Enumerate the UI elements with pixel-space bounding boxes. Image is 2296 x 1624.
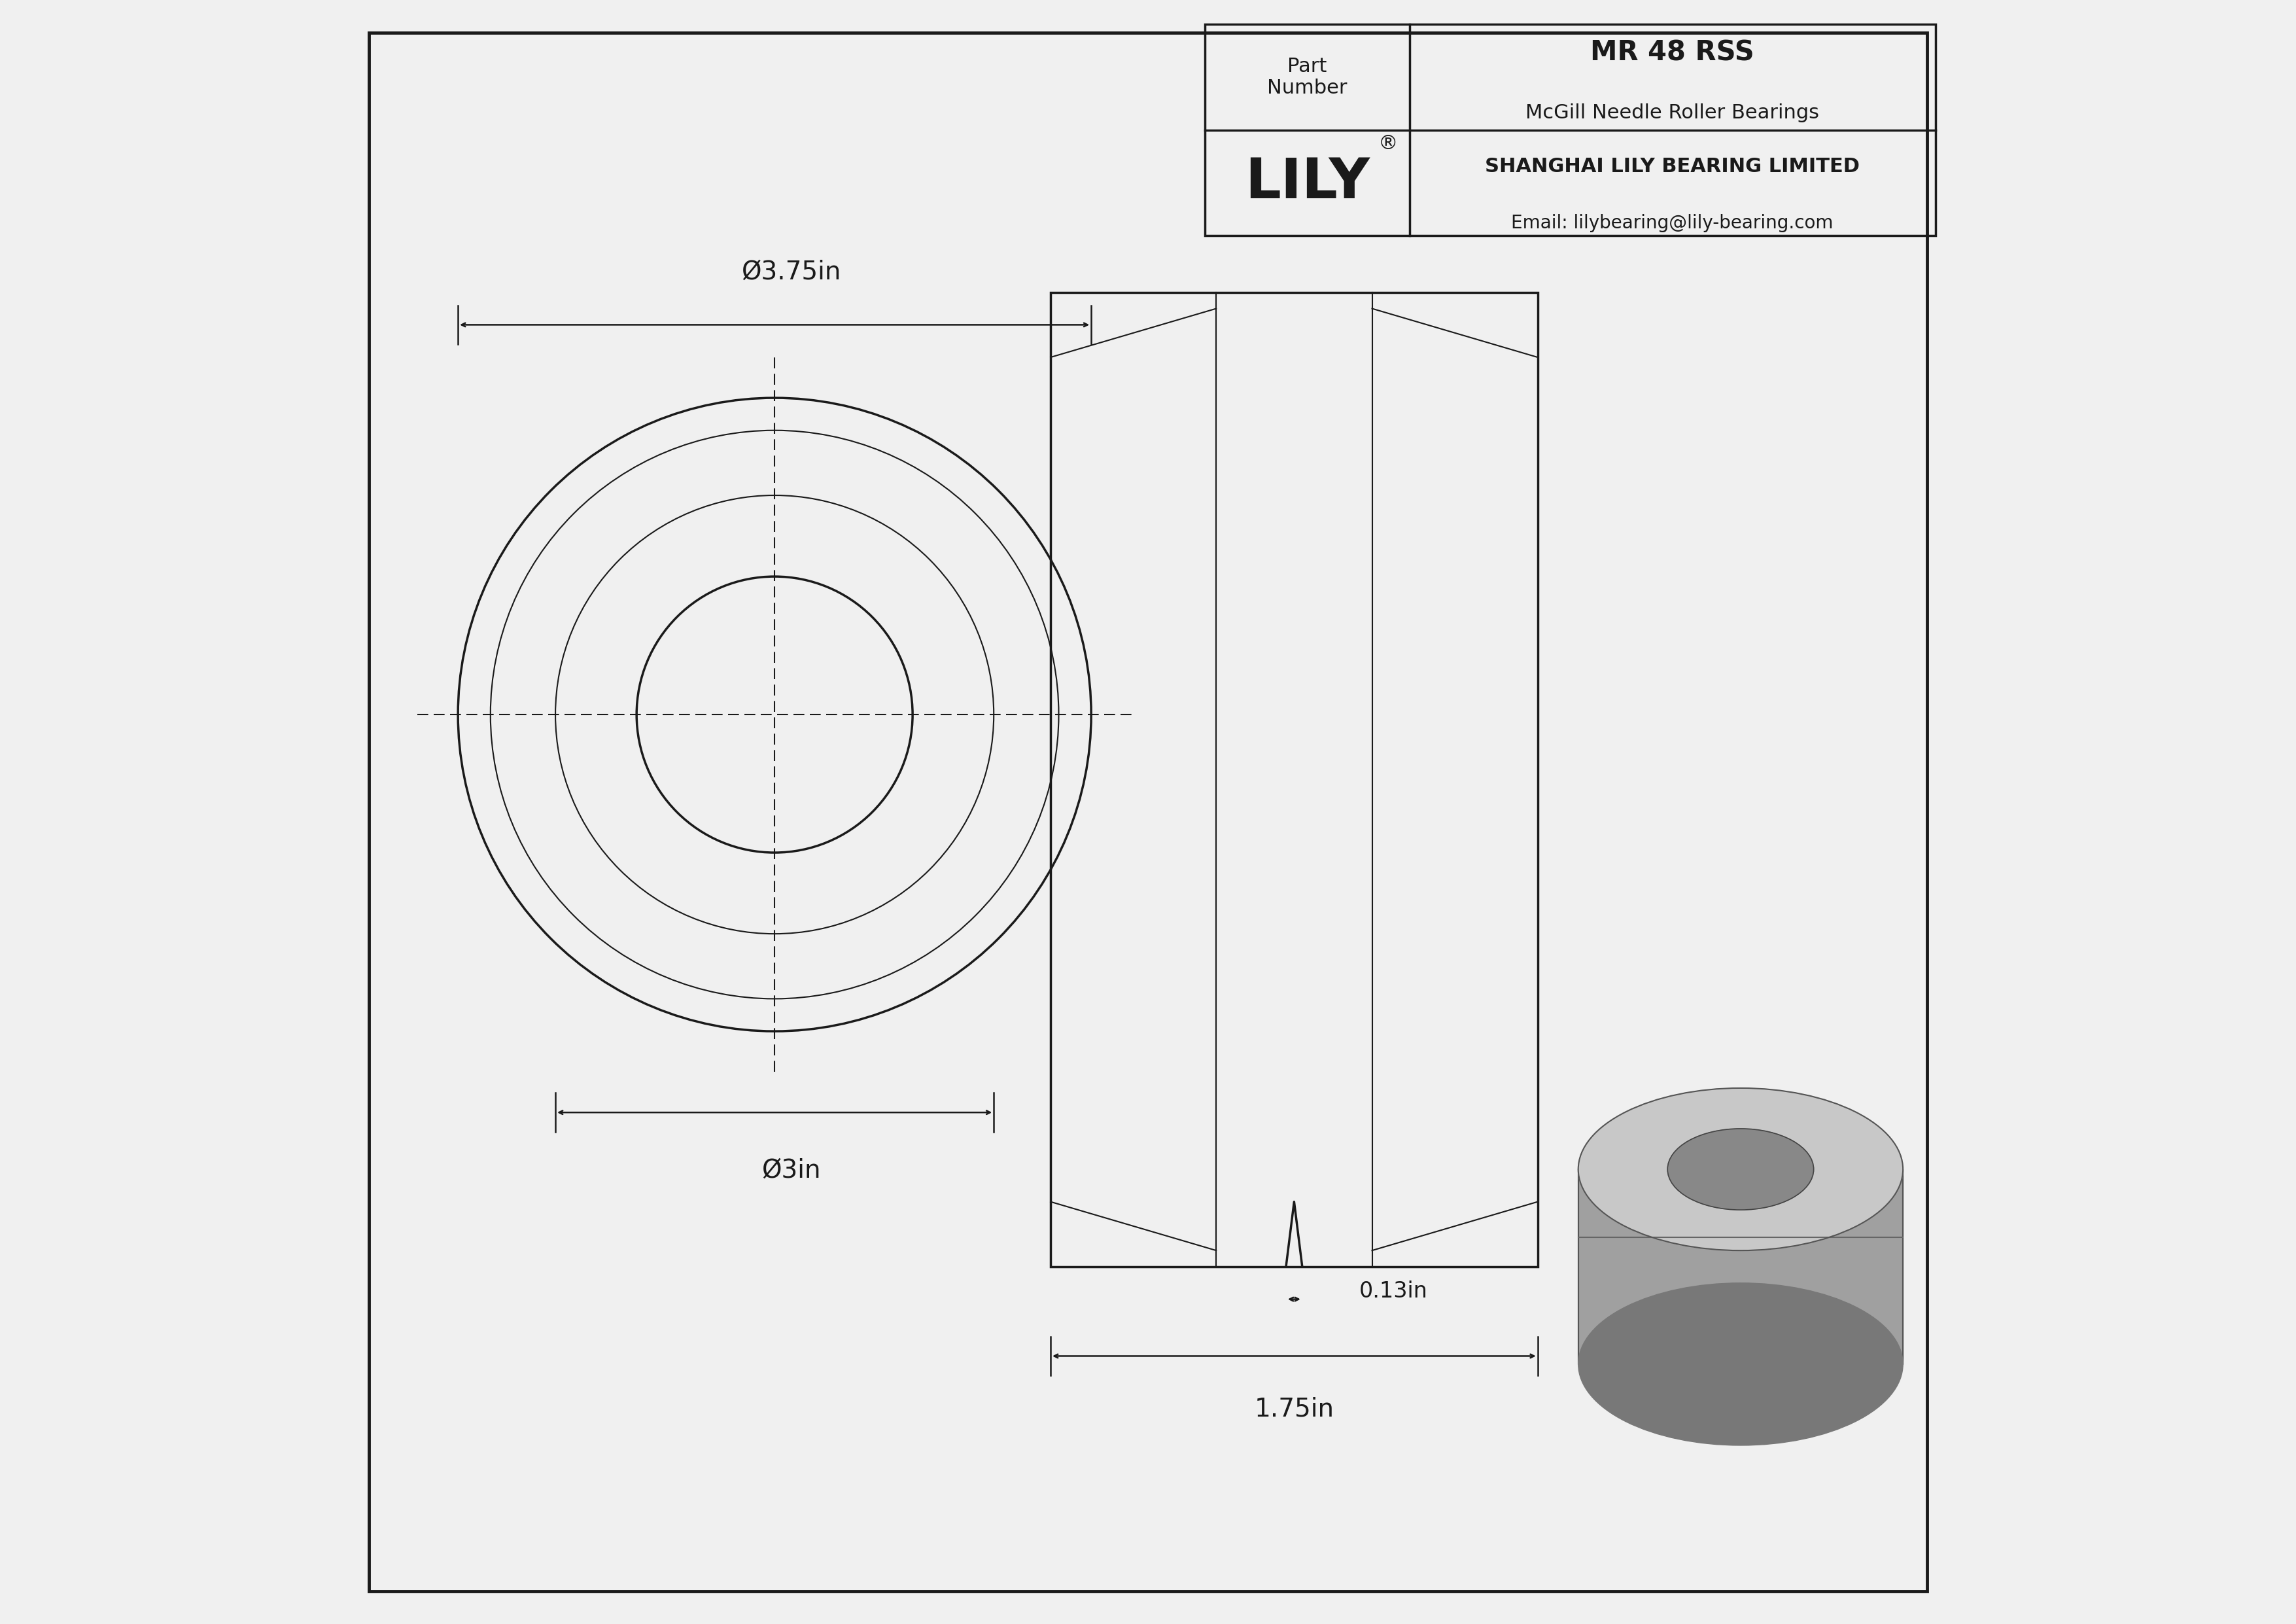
Text: McGill Needle Roller Bearings: McGill Needle Roller Bearings	[1525, 104, 1818, 122]
Text: SHANGHAI LILY BEARING LIMITED: SHANGHAI LILY BEARING LIMITED	[1486, 158, 1860, 175]
Ellipse shape	[1667, 1129, 1814, 1210]
Ellipse shape	[1577, 1088, 1903, 1250]
Ellipse shape	[1577, 1283, 1903, 1445]
Bar	[1052, 292, 1538, 1267]
Bar	[1205, 24, 1936, 235]
Text: Email: lilybearing@lily-bearing.com: Email: lilybearing@lily-bearing.com	[1511, 214, 1835, 232]
Text: Ø3in: Ø3in	[762, 1158, 820, 1182]
Text: ®: ®	[1378, 135, 1398, 153]
Text: 1.75in: 1.75in	[1254, 1397, 1334, 1421]
Text: Part
Number: Part Number	[1267, 57, 1348, 97]
Text: Ø3.75in: Ø3.75in	[742, 260, 840, 284]
Text: MR 48 RSS: MR 48 RSS	[1591, 39, 1754, 67]
Text: 0.13in: 0.13in	[1359, 1280, 1428, 1302]
Text: LILY: LILY	[1244, 156, 1371, 209]
Polygon shape	[1577, 1169, 1903, 1364]
